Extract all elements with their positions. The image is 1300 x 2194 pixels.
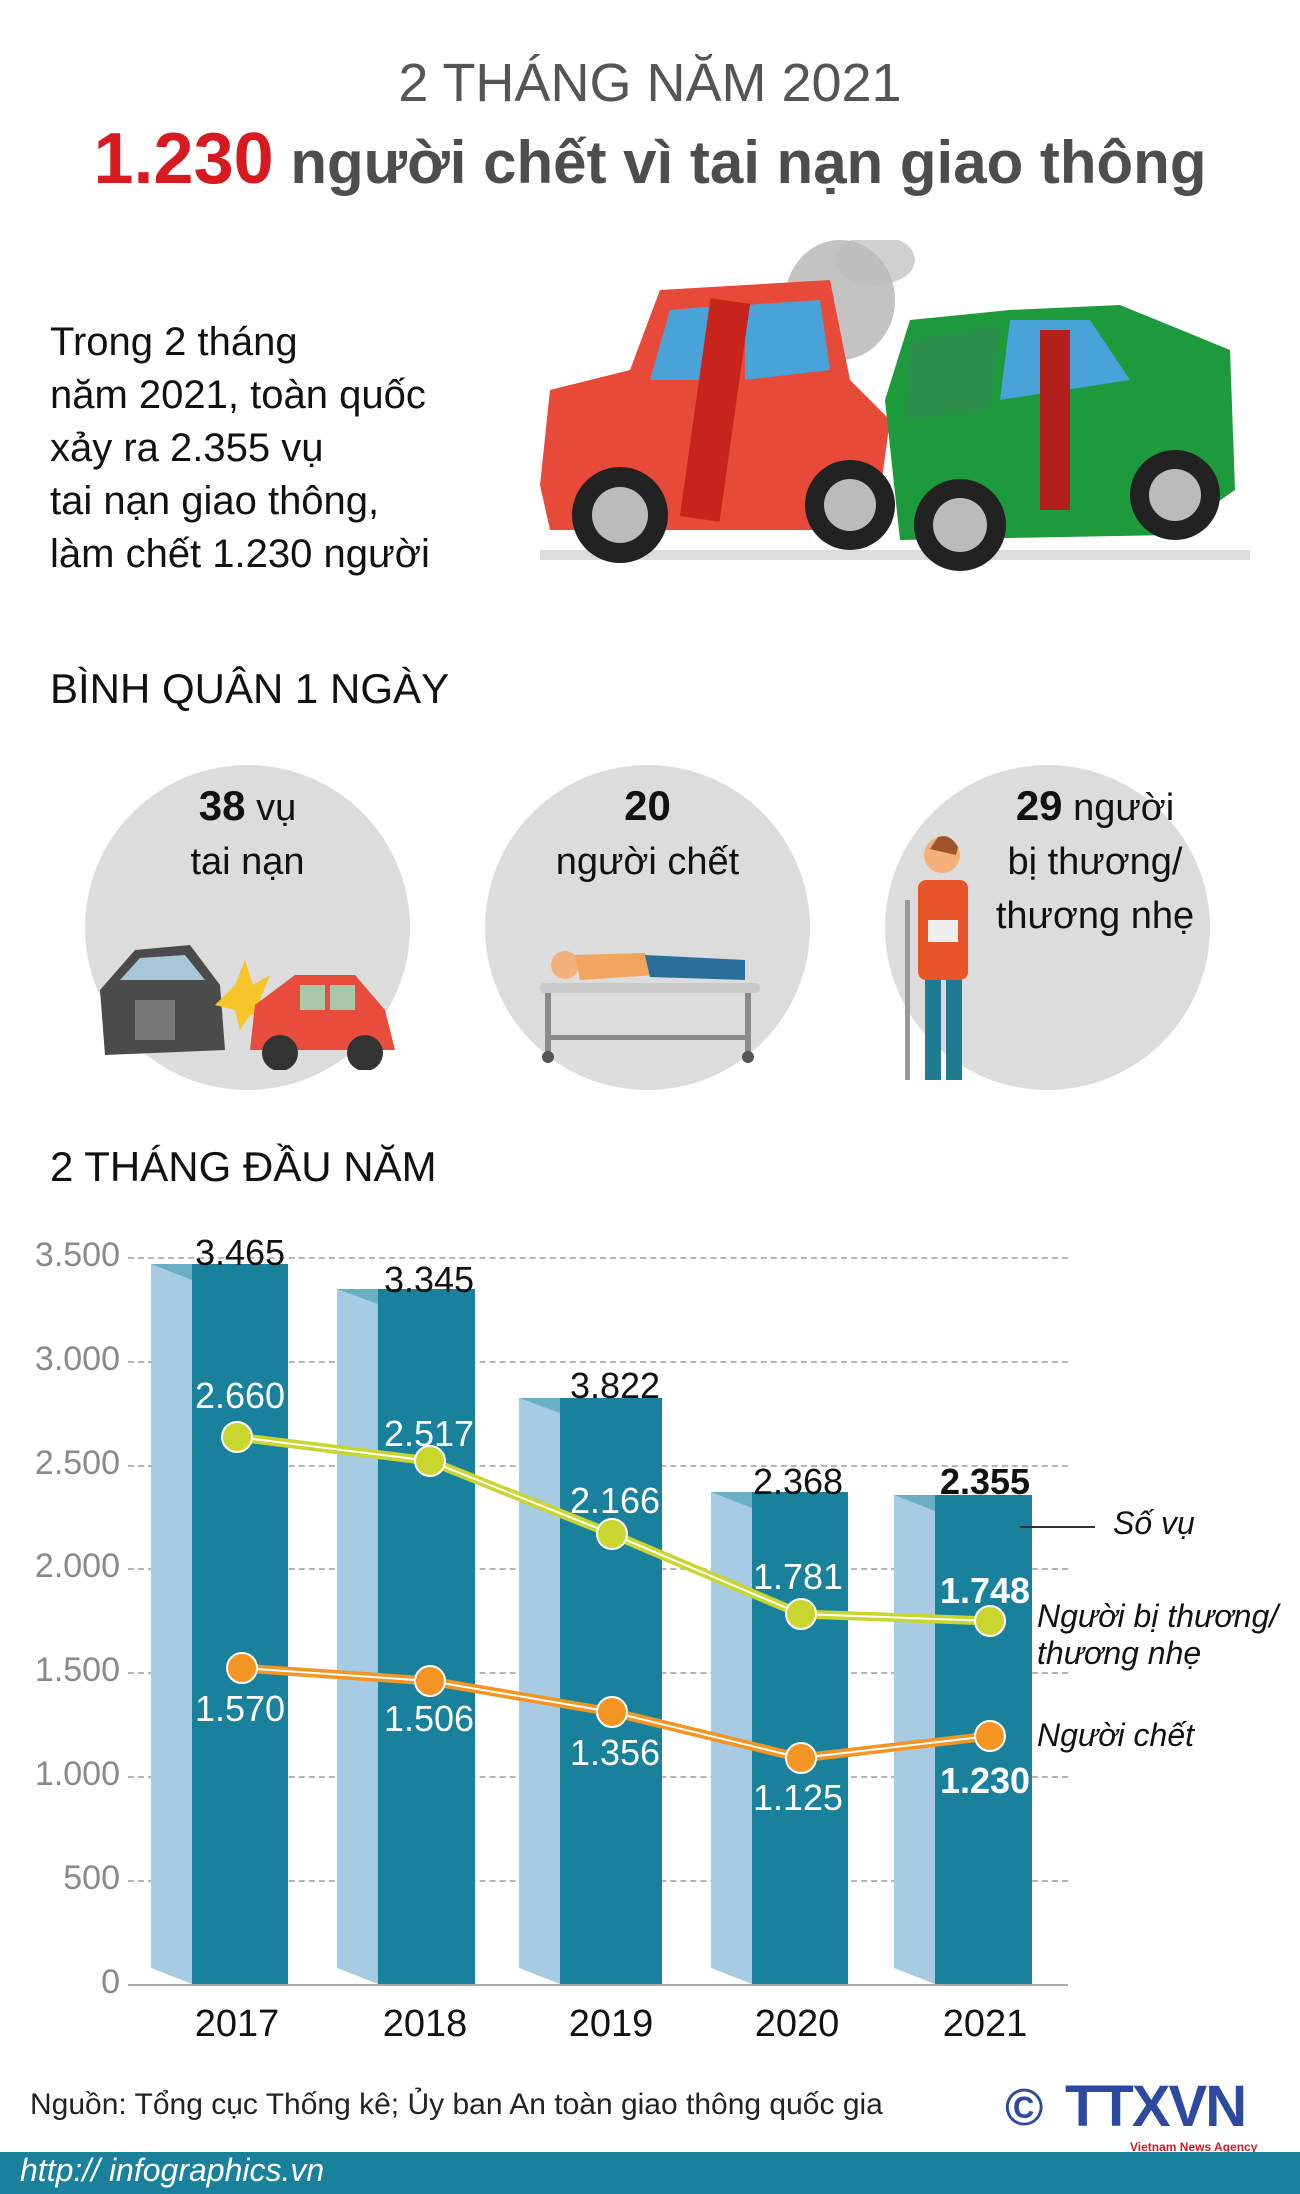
chart-title: 2 THÁNG ĐẦU NĂM [50,1143,437,1190]
header-title-rest: người chết vì tai nạn giao thông [290,129,1207,196]
deaths-value-label: 1.356 [569,1732,661,1773]
header-title: 1.230 người chết vì tai nạn giao thông [0,118,1300,200]
stretcher-body-icon [540,951,760,1063]
y-tick: 2.500 [34,1444,120,1482]
y-tick: 2.000 [34,1547,120,1585]
legend-injured-line: Người bị thương/ [1037,1598,1279,1634]
source-note: Nguồn: Tổng cục Thống kê; Ủy ban An toàn… [30,2088,883,2121]
x-label: 2019 [568,2003,654,2045]
copyright-icon: © [1005,2079,1044,2137]
x-label: 2021 [942,2003,1028,2045]
bar-value-label: 3.822 [569,1365,661,1406]
bar-2017 [151,1264,288,1984]
injured-value-label: 2.660 [194,1375,286,1416]
stat-circle-deaths: 20 người chết [485,765,810,1090]
injured-value-label: 2.517 [383,1413,475,1454]
ttxvn-logo: TTXVN [1065,2074,1247,2139]
intro-line: Trong 2 tháng [50,320,298,364]
stat-label: tai nạn [190,841,305,883]
injured-value-label: 1.748 [939,1570,1031,1611]
stat-number: 20 [624,782,671,829]
y-tick: 3.500 [34,1236,120,1274]
y-tick: 0 [101,1963,120,2001]
stat-label: bị thương/ [1007,841,1183,883]
website-link[interactable]: http:// infographics.vn [20,2152,325,2188]
y-tick: 1.000 [34,1755,120,1793]
x-label: 2017 [194,2003,280,2045]
stat-number: 29 [1015,782,1063,829]
bar-2019 [519,1398,662,1984]
car-collision-icon [100,945,395,1070]
deaths-value-label: 1.230 [939,1760,1031,1801]
y-tick: 500 [63,1859,120,1897]
x-label: 2020 [754,2003,840,2045]
deaths-value-label: 1.506 [383,1698,475,1739]
intro-line: năm 2021, toàn quốc [50,373,426,417]
bar-value-label: 2.368 [752,1461,844,1502]
stat-label: người chết [555,841,740,883]
legend-bars: Số vụ [1113,1505,1195,1541]
bar-value-label: 3.465 [194,1232,286,1273]
gridline [128,1257,1068,1259]
intro-text: Trong 2 tháng năm 2021, toàn quốc xảy ra… [50,316,520,581]
injured-value-label: 2.166 [569,1480,661,1521]
injured-value-label: 1.781 [752,1556,844,1597]
stat-unit: vụ [256,787,297,829]
stat-number: 38 [198,782,246,829]
deaths-value-label: 1.125 [752,1777,844,1818]
gridline [128,1361,1068,1363]
header-subtitle: 2 THÁNG NĂM 2021 [398,53,902,113]
bar-2018 [337,1289,475,1984]
daily-average-title: BÌNH QUÂN 1 NGÀY [50,665,450,712]
stat-label: thương nhẹ [995,895,1195,937]
legend-injured: Người bị thương/ thương nhẹ [1037,1598,1278,1672]
injured-person-crutch-icon [905,836,968,1080]
injured-markers [221,1421,1006,1637]
legend-injured-line: thương nhẹ [1037,1635,1202,1671]
bar-value-label: 2.355 [939,1461,1031,1502]
intro-line: làm chết 1.230 người [50,532,430,576]
footer-tab-shape [0,2152,360,2194]
death-count-highlight: 1.230 [93,119,274,199]
deaths-value-label: 1.570 [194,1688,286,1729]
y-tick: 1.500 [34,1651,120,1689]
legend-deaths: Người chết [1037,1717,1195,1753]
y-tick: 3.000 [34,1340,120,1378]
stat-circle-injured: 29 người bị thương/ thương nhẹ [885,765,1210,1090]
ttxvn-logo-subtitle: Vietnam News Agency [1130,2140,1258,2154]
bar-value-label: 3.345 [383,1259,475,1300]
car-crash-illustration [540,240,1250,571]
intro-line: tai nạn giao thông, [50,479,380,523]
deaths-markers [226,1652,1006,1774]
chart-plot-area [128,1264,1095,1986]
stat-unit: người [1073,787,1175,829]
x-label: 2018 [382,2003,468,2045]
intro-line: xảy ra 2.355 vụ [50,426,324,470]
stat-circle-accidents: 38 vụ tai nạn [85,765,410,1090]
